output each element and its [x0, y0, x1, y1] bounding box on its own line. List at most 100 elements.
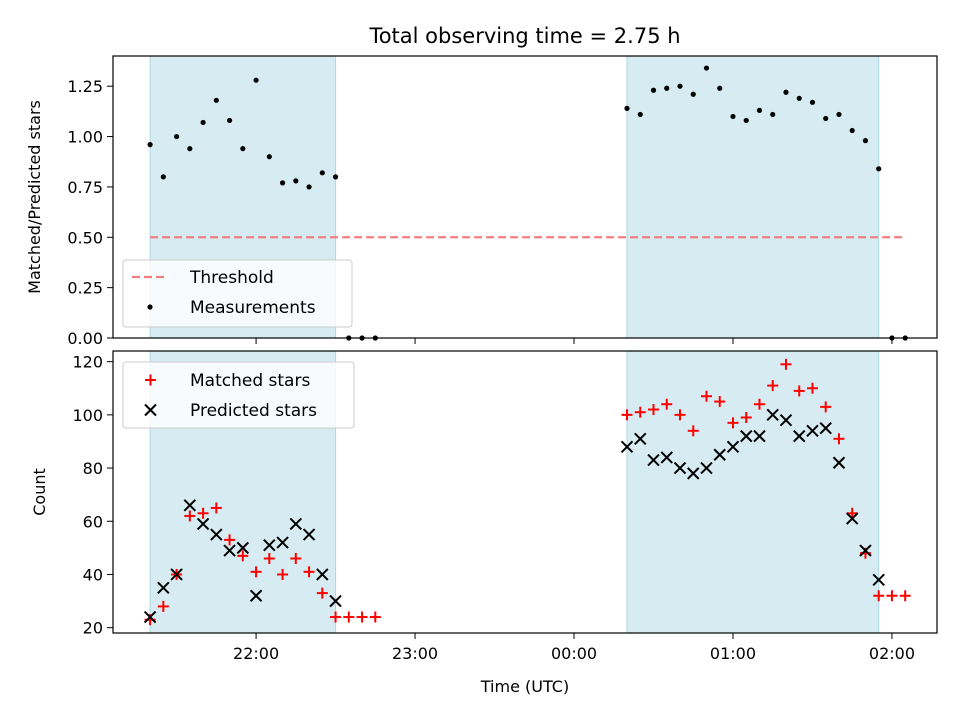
predicted-point — [302, 528, 316, 541]
measurement-point — [240, 146, 246, 152]
predicted-point — [170, 568, 183, 581]
predicted-point — [143, 610, 157, 624]
x-axis-ticks: 22:00 23:00 00:00 01:00 02:00 — [233, 633, 915, 663]
y-tick-label: 0.25 — [67, 279, 103, 298]
y-axis-ticks: 20 40 60 80 100 120 — [72, 353, 113, 638]
matched-point — [700, 390, 712, 402]
y-tick-label: 0.00 — [67, 329, 103, 348]
predicted-point — [210, 528, 223, 541]
plot-frame — [112, 350, 938, 634]
measurement-point — [836, 111, 842, 118]
y-tick-label: 60 — [83, 512, 103, 531]
predicted-point — [726, 440, 740, 453]
predicted-point — [753, 429, 766, 443]
predicted-point — [673, 461, 687, 475]
predicted-point — [766, 408, 779, 422]
measurement-point — [650, 87, 657, 93]
chart-title: Total observing time = 2.75 h — [368, 24, 680, 48]
y-tick-label: 20 — [83, 619, 103, 638]
matched-point — [356, 611, 368, 623]
matched-point — [846, 507, 858, 519]
measurement-point — [637, 111, 643, 118]
x-axis-label: Time (UTC) — [480, 677, 569, 696]
matched-point — [740, 412, 752, 424]
matched-point — [184, 510, 196, 522]
x-axis-ticks — [255, 338, 893, 344]
measurement-point — [319, 170, 325, 176]
legend-matched-swatch — [145, 374, 156, 386]
predicted-point — [779, 413, 793, 427]
y-tick-label: 1.00 — [67, 128, 103, 147]
matched-point — [806, 382, 818, 394]
predicted-point — [620, 440, 634, 453]
panel-counts: 20 40 60 80 100 120 22:00 23:00 00:00 01:00 02:00… — [30, 350, 938, 696]
measurement-point — [293, 178, 299, 184]
predicted-point — [700, 461, 713, 475]
predicted-point — [819, 421, 832, 435]
y-tick-label: 0.75 — [67, 178, 103, 197]
measurement-point — [876, 166, 882, 172]
predicted-point — [832, 456, 846, 469]
matched-point — [621, 409, 633, 421]
predicted-point — [660, 451, 673, 464]
matched-point — [820, 401, 832, 413]
measurement-point — [160, 174, 166, 180]
measurement-point — [677, 83, 683, 89]
measurement-point — [862, 138, 869, 144]
measurement-point — [809, 99, 816, 105]
matched-point — [210, 502, 222, 514]
y-tick-label: 0.50 — [67, 228, 103, 247]
y-axis-label: Matched/Predicted stars — [25, 100, 44, 294]
legend-box — [122, 361, 355, 429]
x-tick-label: 02:00 — [869, 644, 915, 663]
data-marks — [147, 65, 908, 341]
matched-point — [303, 566, 315, 578]
predicted-point — [249, 589, 263, 602]
y-tick-label: 100 — [72, 406, 103, 425]
legend-threshold-label: Threshold — [189, 268, 274, 288]
predicted-point — [183, 499, 197, 512]
matched-point — [648, 404, 660, 416]
observing-window-2 — [626, 350, 880, 634]
matched-point — [263, 553, 275, 565]
predicted-point — [713, 448, 726, 461]
matched-point — [714, 396, 726, 408]
observing-window-2 — [626, 55, 880, 339]
x-tick-label: 01:00 — [710, 644, 756, 663]
matched-point — [290, 553, 302, 565]
legend-matched-label: Matched stars — [190, 371, 310, 391]
matched-point — [634, 406, 646, 418]
measurement-point — [849, 127, 855, 134]
measurement-point — [187, 146, 193, 152]
measurement-point — [306, 184, 312, 190]
predicted-point — [236, 541, 250, 555]
x-tick-label: 23:00 — [392, 644, 438, 663]
matched-point — [780, 358, 792, 370]
measurement-point — [624, 105, 630, 111]
legend-measurements-label: Measurements — [190, 298, 316, 318]
predicted-point — [263, 539, 276, 552]
matched-point — [793, 385, 805, 397]
matched-point — [250, 566, 262, 578]
matched-point — [237, 550, 249, 562]
measurement-point — [690, 91, 696, 97]
measurement-point — [783, 89, 789, 95]
matched-point — [899, 590, 911, 602]
predicted-point — [329, 594, 342, 608]
matched-point — [316, 587, 328, 599]
data-marks — [143, 358, 911, 626]
matched-point — [753, 398, 765, 410]
matched-point — [277, 568, 289, 580]
measurement-point — [226, 117, 233, 124]
legend-predicted-label: Predicted stars — [190, 401, 317, 421]
matched-point — [661, 398, 673, 410]
predicted-point — [647, 453, 660, 467]
measurement-point — [332, 174, 339, 180]
matched-point — [343, 611, 355, 623]
predicted-point — [289, 517, 303, 531]
plot-frame — [112, 55, 938, 339]
matched-point — [873, 590, 885, 602]
predicted-point — [157, 581, 170, 594]
predicted-point — [196, 517, 210, 531]
measurement-point — [730, 113, 736, 120]
